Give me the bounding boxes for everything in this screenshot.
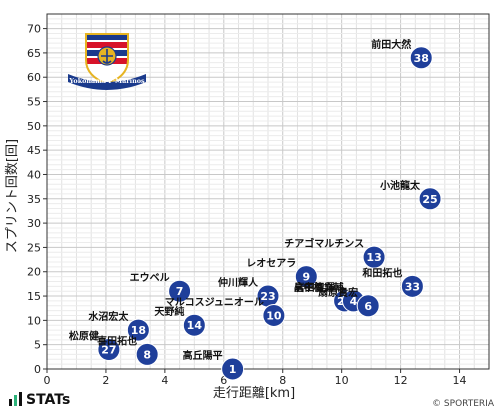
point-name-label: エウベル bbox=[130, 272, 170, 284]
point-name-label: 水沼宏太 bbox=[87, 310, 129, 323]
y-tick-label: 25 bbox=[27, 241, 41, 254]
copyright-text: © SPORTERIA bbox=[432, 399, 494, 409]
point-name-label: 仲川輝人 bbox=[218, 276, 259, 289]
point-number-label: 6 bbox=[364, 300, 372, 313]
point-marker bbox=[97, 338, 121, 362]
point-name-label: 天野純 bbox=[154, 305, 184, 318]
point-marker bbox=[294, 265, 318, 289]
point-marker bbox=[182, 313, 206, 337]
point-number-label: 27 bbox=[101, 344, 116, 357]
y-tick-label: 0 bbox=[34, 363, 41, 376]
point-name-label: 小池龍太 bbox=[379, 179, 421, 192]
point-name-label: 扇原貴宏 bbox=[318, 286, 358, 299]
data-point: 喜田拓也 8 bbox=[97, 334, 159, 366]
y-tick-label: 20 bbox=[27, 266, 41, 279]
point-marker bbox=[221, 357, 245, 381]
point-number-label: 18 bbox=[131, 324, 146, 337]
point-name-label: 和田拓也 bbox=[361, 266, 402, 279]
point-marker bbox=[126, 318, 150, 342]
stats-logo-icon bbox=[9, 392, 22, 406]
point-number-label: 9 bbox=[302, 271, 310, 284]
club-badge: Yokohama F·Marinos bbox=[68, 33, 146, 90]
point-marker bbox=[400, 274, 424, 298]
x-tick-label: 12 bbox=[394, 374, 408, 387]
point-marker bbox=[356, 294, 380, 318]
x-tick-label: 2 bbox=[102, 374, 109, 387]
x-tick-label: 6 bbox=[220, 374, 227, 387]
data-point: 高丘陽平 1 bbox=[183, 349, 245, 381]
point-number-label: 33 bbox=[405, 280, 420, 293]
point-number-label: 8 bbox=[143, 348, 151, 361]
point-number-label: 7 bbox=[176, 285, 184, 298]
point-number-label: 38 bbox=[414, 52, 429, 65]
plot-frame bbox=[46, 13, 490, 370]
x-tick-label: 10 bbox=[335, 374, 349, 387]
data-point: レオセアラ 9 bbox=[246, 258, 318, 289]
y-tick-label: 60 bbox=[27, 71, 41, 84]
y-tick-label: 40 bbox=[27, 168, 41, 181]
point-number-label: 10 bbox=[266, 310, 282, 323]
y-tick-label: 5 bbox=[34, 339, 41, 352]
y-tick-label: 15 bbox=[27, 290, 41, 303]
point-marker bbox=[135, 342, 159, 366]
x-tick-label: 14 bbox=[453, 374, 467, 387]
x-axis-title: 走行距離[km] bbox=[213, 386, 295, 401]
point-number-label: 23 bbox=[260, 290, 275, 303]
badge-text: Yokohama F·Marinos bbox=[68, 77, 145, 85]
stats-brand-label: STATs bbox=[26, 392, 71, 408]
point-number-label: 13 bbox=[366, 251, 381, 264]
y-tick-label: 50 bbox=[27, 120, 41, 133]
data-point: 扇原貴宏 6 bbox=[318, 286, 380, 318]
point-name-label: 喜田拓也 bbox=[97, 334, 137, 347]
point-number-label: 1 bbox=[229, 363, 237, 376]
point-marker bbox=[362, 245, 386, 269]
point-marker bbox=[409, 46, 433, 70]
point-marker bbox=[262, 304, 286, 328]
point-number-label: 25 bbox=[422, 193, 437, 206]
y-tick-label: 45 bbox=[27, 144, 41, 157]
y-tick-label: 30 bbox=[27, 217, 41, 230]
x-tick-label: 4 bbox=[161, 374, 168, 387]
y-tick-label: 55 bbox=[27, 96, 41, 109]
point-name-label: チアゴマルチンス bbox=[284, 237, 364, 250]
point-name-label: 高丘陽平 bbox=[183, 349, 223, 362]
data-point: エウベル 7 bbox=[130, 272, 192, 303]
point-name-label: 岩田智輝 bbox=[294, 281, 335, 294]
y-tick-label: 70 bbox=[27, 23, 41, 36]
y-tick-label: 10 bbox=[27, 314, 41, 327]
y-axis-title: スプリント回数[回] bbox=[5, 139, 20, 253]
y-tick-label: 65 bbox=[27, 47, 41, 60]
point-name-label: レオセアラ bbox=[246, 258, 296, 270]
stats-brand: STATs bbox=[8, 392, 70, 408]
point-marker bbox=[418, 187, 442, 211]
point-number-label: 4 bbox=[350, 295, 358, 308]
point-name-label: マルコスジュニオール bbox=[165, 297, 264, 309]
point-name-label: 畠中槙之輔 bbox=[293, 281, 343, 294]
point-number-label: 14 bbox=[187, 319, 203, 332]
x-tick-label: 8 bbox=[279, 374, 286, 387]
point-name-label: 前田大然 bbox=[371, 38, 411, 51]
x-tick-label: 0 bbox=[44, 374, 51, 387]
point-name-label: 松原健 bbox=[69, 330, 99, 343]
point-marker bbox=[168, 279, 192, 303]
y-tick-label: 35 bbox=[27, 193, 41, 206]
